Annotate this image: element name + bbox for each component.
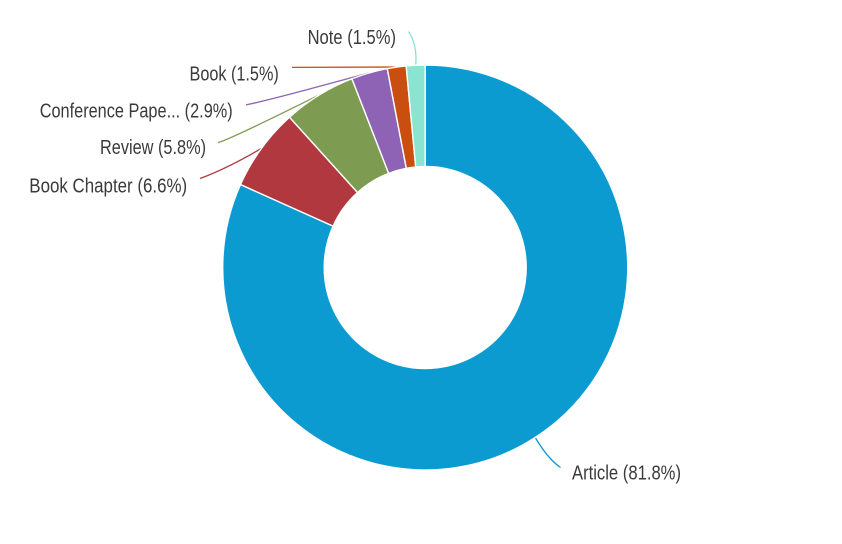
- svg-text:Conference Pape... (2.9%): Conference Pape... (2.9%): [40, 101, 233, 123]
- svg-text:Book Chapter (6.6%): Book Chapter (6.6%): [29, 175, 187, 197]
- svg-text:Article (81.8%): Article (81.8%): [572, 463, 681, 485]
- svg-text:Book (1.5%): Book (1.5%): [190, 63, 279, 85]
- svg-text:Review (5.8%): Review (5.8%): [100, 137, 206, 159]
- svg-text:Note (1.5%): Note (1.5%): [308, 27, 396, 49]
